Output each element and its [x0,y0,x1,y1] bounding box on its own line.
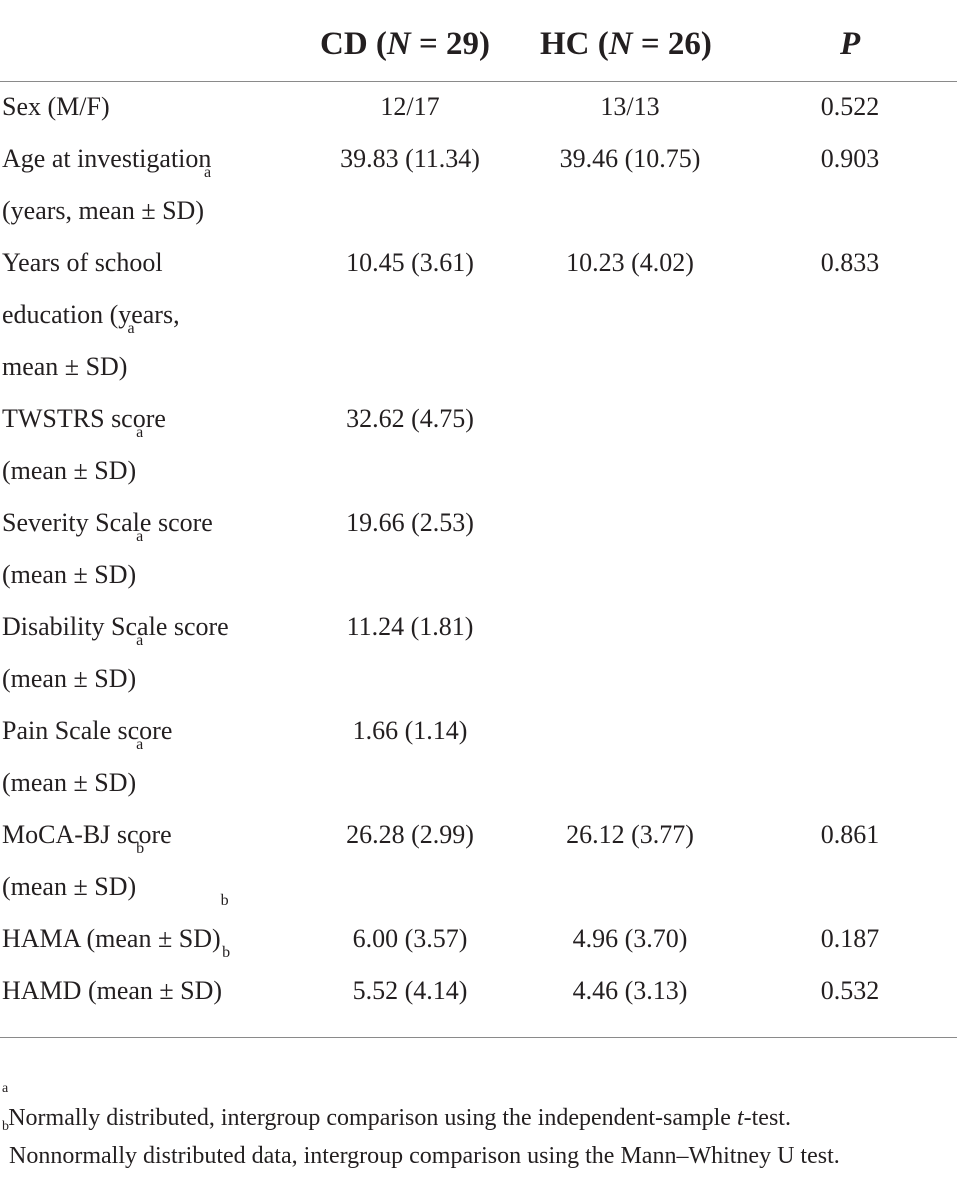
footnote-b-text: Nonnormally distributed data, intergroup… [9,1143,840,1169]
row-label-text: (years, mean ± SD) [2,196,204,225]
header-cd-prefix: CD ( [320,26,387,62]
hc-value: 4.96 (3.70) [572,924,688,953]
row-label-text: (mean ± SD) [2,768,137,797]
footnote-marker: b [220,892,229,909]
row-label-text: mean ± SD) [2,352,128,381]
table-row: HAMD (mean ± SD) b 5.52 (4.14) 4.46 (3.13) 0… [0,945,957,1017]
row-label-text: (mean ± SD) [2,664,137,693]
table-row: Pain Scale score (mean ± SD) a 1.66 (1.14) [0,705,957,809]
row-label-line: Pain Scale score [2,716,173,745]
row-label-line: (mean ± SD) a [2,529,213,601]
row-label-line: mean ± SD) a [2,321,180,393]
footnote-a: a Normally distributed, intergroup compar… [2,1082,791,1138]
row-label-line: (mean ± SD) a [2,425,166,497]
p-value: 0.532 [820,976,880,1005]
header-hc-prefix: HC ( [540,26,609,62]
p-value: 0.903 [820,144,880,173]
row-label: HAMD (mean ± SD) b [2,945,230,1017]
bottom-rule [0,1037,957,1038]
footnote-marker: a [203,164,212,181]
row-label: Pain Scale score (mean ± SD) a [2,705,172,809]
footnote-marker: a [136,424,144,441]
header-hc-suffix: = 26) [632,26,712,62]
row-label-text: (mean ± SD) [2,560,137,589]
footnote-a-text: Normally distributed, intergroup compari… [8,1105,737,1131]
hc-value: 10.23 (4.02) [566,248,694,277]
table-row: HAMA (mean ± SD)b 6.00 (3.57) 4.96 (3.70) 0… [0,893,957,965]
table-row: Age at investigation (years, mean ± SD) a 3… [0,133,957,237]
row-label: Disability Scale score (mean ± SD) a [2,601,229,705]
footnote-marker: a [136,632,144,649]
row-label-line: Severity Scale score [2,508,213,537]
header-hc-n: N [608,26,633,62]
cd-value: 32.62 (4.75) [346,404,474,433]
row-label-text: (mean ± SD) [2,872,137,901]
table-row: Sex (M/F) 12/17 13/13 0.522 [0,81,957,133]
row-label-line: TWSTRS score [2,404,166,433]
footnote-marker: a [127,320,135,337]
footnote-b-mark: b [2,1119,9,1134]
row-label-line: education (years, [2,300,180,329]
row-label-line: (years, mean ± SD) a [2,165,211,237]
footnote-marker: b [222,944,231,961]
footnote-a-mark: a [2,1081,9,1096]
p-value: 0.833 [820,248,880,277]
footnote-marker: a [136,528,144,545]
hc-value: 39.46 (10.75) [559,144,701,173]
row-label-text: HAMD (mean ± SD) [2,976,223,1005]
header-cd-suffix: = 29) [410,26,491,62]
header-rule [0,81,957,82]
row-label: TWSTRS score (mean ± SD) a [2,393,166,497]
cd-value: 39.83 (11.34) [340,144,480,173]
table-row: Disability Scale score (mean ± SD) a 11.24 … [0,601,957,705]
p-value: 0.187 [820,924,880,953]
footnote-a-text-end: -test. [743,1105,791,1131]
row-label-line: Sex (M/F) [2,92,110,121]
footnote-marker: a [136,736,144,753]
footnote-a-italic: t [736,1105,744,1131]
row-label-line: HAMD (mean ± SD) b [2,945,230,1017]
row-label: Sex (M/F) [2,81,110,133]
row-label-line: Years of school [2,248,163,277]
cd-value: 5.52 (4.14) [352,976,468,1005]
p-value: 0.522 [820,92,880,121]
cd-value: 10.45 (3.61) [346,248,474,277]
row-label-line: MoCA-BJ score [2,820,172,849]
row-label: Severity Scale score (mean ± SD) a [2,497,213,601]
header-p: P [840,14,860,74]
row-label-line: Age at investigation [2,144,212,173]
row-label-line: (mean ± SD) b [2,841,172,913]
row-label: MoCA-BJ score (mean ± SD) b [2,809,172,913]
cd-value: 19.66 (2.53) [346,508,474,537]
header-cd-n: N [386,26,411,62]
p-value: 0.861 [820,820,880,849]
table-row: TWSTRS score (mean ± SD) a 32.62 (4.75) [0,393,957,497]
row-label: Age at investigation (years, mean ± SD) a [2,133,211,237]
hc-value: 13/13 [600,92,660,121]
table-row: Severity Scale score (mean ± SD) a 19.66 (2… [0,497,957,601]
row-label-line: (mean ± SD) a [2,633,229,705]
row-label-line: HAMA (mean ± SD)b [2,893,229,965]
table-row: MoCA-BJ score (mean ± SD) b 26.28 (2.99) 26.… [0,809,957,913]
header-p-label: P [840,26,861,62]
header-cd: CD (N = 29) [320,14,490,74]
row-label: HAMA (mean ± SD)b [2,893,229,965]
row-label-line: (mean ± SD) a [2,737,172,809]
row-label-line: Disability Scale score [2,612,229,641]
footnote-marker: b [136,840,145,857]
cd-value: 6.00 (3.57) [352,924,468,953]
table-row: Years of school education (years, mean ± S… [0,237,957,393]
footnote-b: bNonnormally distributed data, intergrou… [2,1120,840,1176]
row-label-text: (mean ± SD) [2,456,137,485]
cd-value: 11.24 (1.81) [346,612,474,641]
row-label: Years of school education (years, mean ± S… [2,237,180,393]
header-hc: HC (N = 26) [540,14,712,74]
cd-value: 26.28 (2.99) [346,820,474,849]
cd-value: 1.66 (1.14) [352,716,468,745]
hc-value: 4.46 (3.13) [572,976,688,1005]
hc-value: 26.12 (3.77) [566,820,694,849]
row-label-text: HAMA (mean ± SD) [2,924,221,953]
cd-value: 12/17 [380,92,440,121]
